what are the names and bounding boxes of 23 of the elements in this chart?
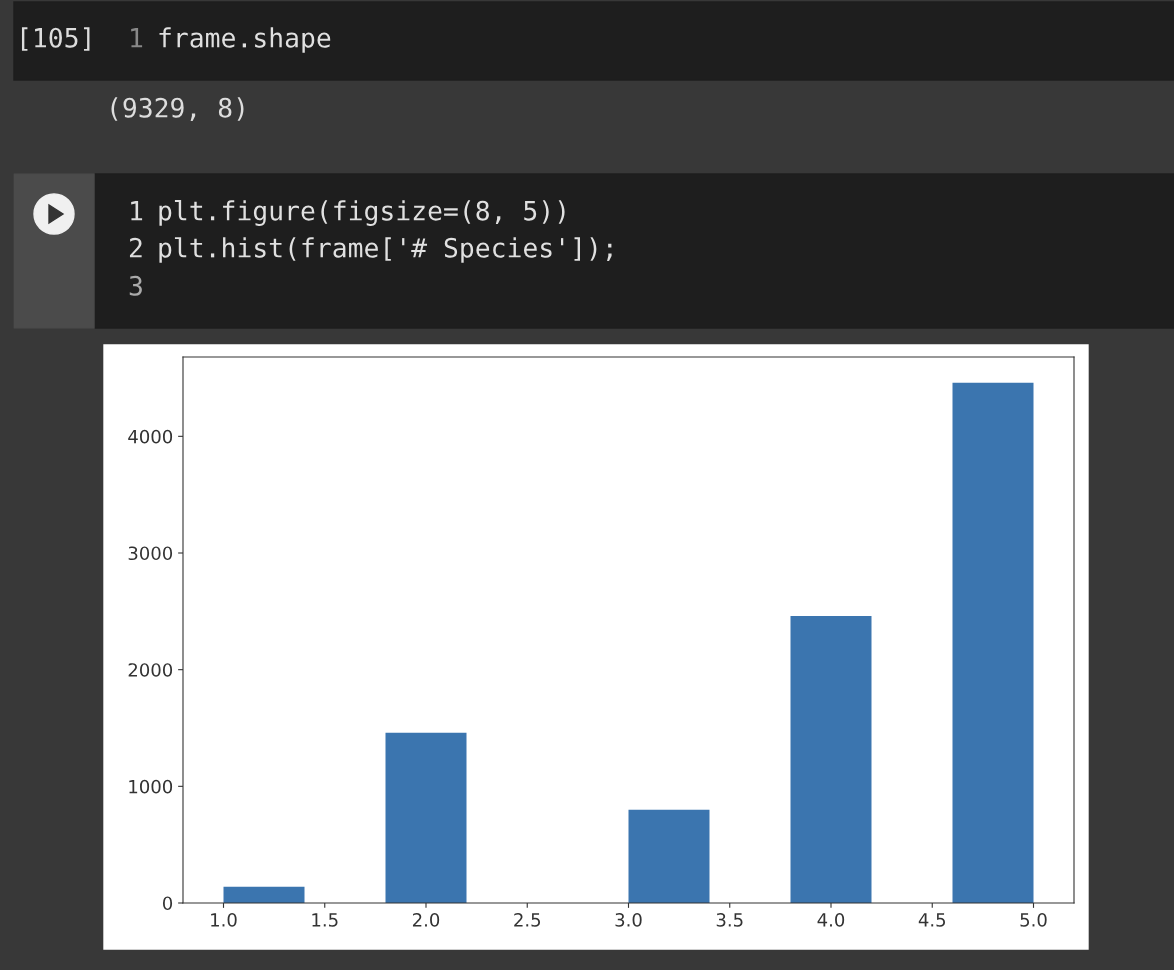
text: plt.hist(frame['# Species']);: [159, 237, 612, 263]
x-tick-label: 5.0: [1020, 913, 1047, 927]
text: 1: [131, 28, 143, 48]
x-tick-label: 4.0: [817, 913, 845, 927]
y-tick-label: 1000: [129, 779, 173, 794]
text: plt.figure(figsize=(8, 5)): [159, 200, 565, 226]
y-tick-label: 0: [162, 896, 173, 911]
text: 3: [129, 275, 142, 296]
text: frame.shape: [159, 27, 331, 53]
text: (9329, 8): [111, 97, 244, 122]
y-tick-label: 3000: [128, 546, 173, 561]
x-tick-label: 2.5: [514, 913, 541, 927]
x-tick-label: 4.5: [918, 913, 946, 927]
y-tick-label: 2000: [128, 663, 173, 677]
text: [105]: [21, 27, 90, 51]
y-tick-label: 4000: [128, 429, 173, 444]
x-tick-label: 3.0: [615, 913, 642, 927]
x-tick-label: 1.5: [312, 913, 338, 927]
x-tick-label: 1.0: [211, 913, 237, 927]
x-tick-label: 3.5: [716, 913, 743, 927]
text: 2: [129, 237, 142, 258]
x-tick-label: 2.0: [412, 913, 440, 927]
text: 1: [131, 201, 143, 221]
